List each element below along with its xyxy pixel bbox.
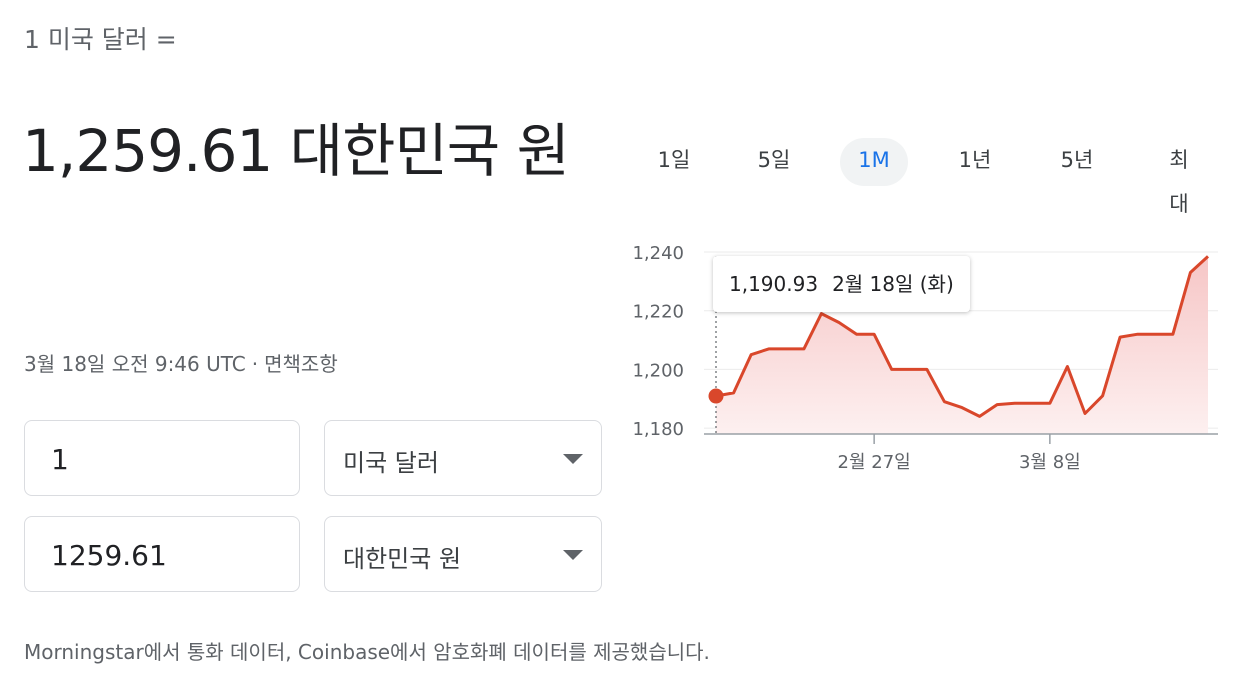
series-line [715,255,1210,418]
x-tick-label: 2월 27일 [838,452,911,473]
from-amount-value[interactable]: 1 [51,443,69,476]
separator: · [251,352,259,376]
to-currency-select[interactable]: 대한민국 원 [324,516,602,592]
from-currency-select[interactable]: 미국 달러 [324,420,602,496]
range-tabs: 1일 5일 1M 1년 5년 최대 [630,138,1230,216]
chevron-down-icon [563,454,583,464]
timestamp-line: 3월 18일 오전 9:46 UTC · 면책조항 [24,348,338,377]
converted-result: 1,259.61 대한민국 원 [22,117,570,185]
from-amount-field[interactable]: 1 [24,420,300,496]
tab-5y[interactable]: 5년 [1060,148,1094,172]
chevron-down-icon [563,550,583,560]
series-area [716,256,1208,434]
y-tick-label: 1,220 [632,302,684,323]
timestamp: 3월 18일 오전 9:46 UTC [24,352,246,376]
chart-tooltip: 1,190.93 2월 18일 (화) [713,256,970,312]
y-tick-label: 1,240 [632,243,684,264]
hover-point [708,388,724,404]
tooltip-rate: 1,190.93 [729,272,819,296]
tooltip-date: 2월 18일 (화) [832,272,954,296]
tab-1y[interactable]: 1년 [958,148,992,172]
to-currency-label: 대한민국 원 [343,545,462,573]
tab-1m[interactable]: 1M [840,138,908,186]
from-currency-label: 미국 달러 [343,449,439,477]
y-tick-label: 1,180 [632,419,684,440]
disclaimer-link[interactable]: 면책조항 [264,352,338,376]
to-amount-field[interactable]: 1259.61 [24,516,300,592]
data-attribution: Morningstar에서 통화 데이터, Coinbase에서 암호화폐 데이… [24,640,710,664]
tab-1d[interactable]: 1일 [657,148,691,172]
tab-max[interactable]: 최대 [1169,148,1189,216]
to-amount-value[interactable]: 1259.61 [51,539,167,572]
conversion-label: 1 미국 달러 = [24,25,177,54]
y-tick-label: 1,200 [632,360,684,381]
tab-5d[interactable]: 5일 [757,148,791,172]
x-tick-label: 3월 8일 [1019,452,1081,473]
exchange-rate-chart[interactable]: 1,180 1,200 1,220 1,240 2월 27일 3월 8일 [620,226,1220,476]
